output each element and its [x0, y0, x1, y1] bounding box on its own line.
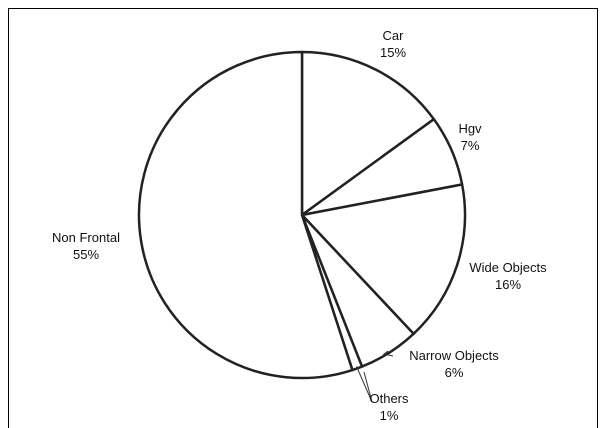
slice-percent-label: 15%	[380, 45, 406, 60]
slice-category-label: Wide Objects	[469, 260, 547, 275]
slice-percent-label: 55%	[73, 247, 99, 262]
slice-label-car: Car 15%	[380, 28, 406, 60]
slice-category-label: Hgv	[458, 121, 482, 136]
leader-line-narrow-objects	[382, 350, 394, 357]
slice-percent-label: 16%	[495, 277, 521, 292]
pie-slice-car	[300, 50, 436, 217]
slice-category-label: Car	[383, 28, 405, 43]
leader-lines	[356, 350, 394, 403]
slice-percent-label: 1%	[380, 408, 399, 423]
pie-slice-non-frontal	[137, 50, 354, 380]
slice-label-narrow-objects: Narrow Objects 6%	[409, 348, 499, 380]
slice-category-label: Non Frontal	[52, 230, 120, 245]
chart-frame	[8, 8, 598, 428]
slice-label-wide-objects: Wide Objects 16%	[469, 260, 547, 292]
slice-percent-label: 7%	[461, 138, 480, 153]
slice-category-label: Others	[369, 391, 409, 406]
slice-label-non-frontal: Non Frontal 55%	[52, 230, 120, 262]
pie-slice-wide-objects	[300, 183, 467, 336]
slice-labels: Car 15% Hgv 7% Wide Objects 16% Narrow Objects…	[52, 28, 547, 423]
pie-slices	[137, 50, 467, 380]
slice-percent-label: 6%	[445, 365, 464, 380]
leader-line-others	[356, 366, 373, 403]
slice-label-others: Others 1%	[369, 391, 409, 423]
slice-label-hgv: Hgv 7%	[458, 121, 482, 153]
slice-category-label: Narrow Objects	[409, 348, 499, 363]
